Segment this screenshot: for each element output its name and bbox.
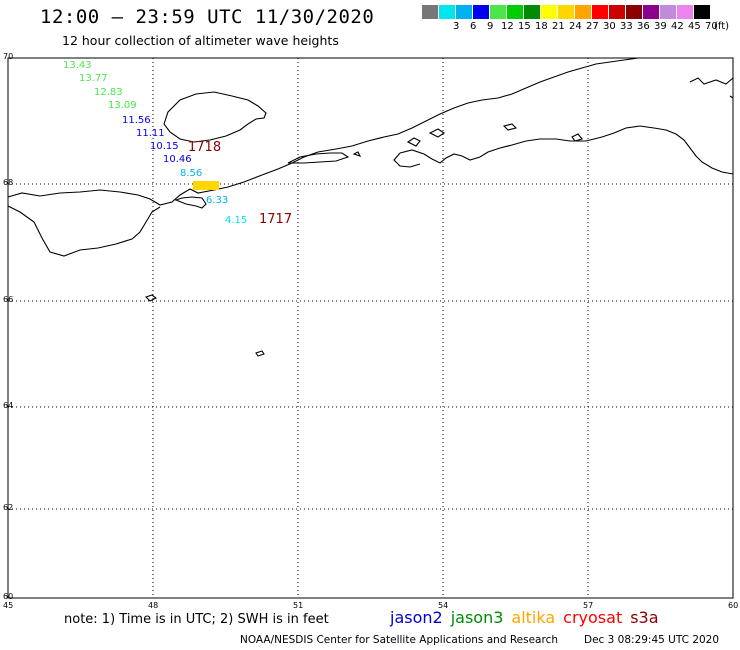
legend-swatch [473, 5, 490, 19]
satellite-name: altika [511, 608, 556, 627]
track-segment [193, 181, 219, 190]
map-frame [7, 57, 734, 599]
legend-label: 36 [637, 21, 650, 32]
legend-swatch [626, 5, 643, 19]
pass-time-label: 1717 [259, 212, 292, 227]
generation-timestamp: Dec 3 08:29:45 UTC 2020 [584, 634, 720, 646]
legend-label: 39 [654, 21, 667, 32]
legend-swatch [524, 5, 541, 19]
legend-label: 42 [671, 21, 684, 32]
legend-swatch [592, 5, 609, 19]
footer-note: note: 1) Time is in UTC; 2) SWH is in fe… [64, 612, 329, 627]
legend-label: 15 [518, 21, 531, 32]
wave-height-label: 13.77 [79, 73, 108, 84]
legend-swatch [456, 5, 473, 19]
legend-label: 45 [688, 21, 701, 32]
legend-swatch [677, 5, 694, 19]
latitude-tick-label: 62 [3, 503, 14, 512]
legend-swatch [422, 5, 439, 19]
legend-swatch [575, 5, 592, 19]
longitude-tick-label: 48 [148, 601, 159, 610]
legend-swatch [694, 5, 711, 19]
legend-swatch [507, 5, 524, 19]
legend-label: 70 [705, 21, 718, 32]
wave-height-label: 11.11 [136, 128, 165, 139]
wave-height-label: 10.15 [150, 141, 179, 152]
longitude-tick-label: 60 [728, 601, 739, 610]
lat-lon-grid [8, 58, 733, 598]
wave-height-label: 13.43 [63, 60, 92, 71]
color-scale-legend [422, 5, 711, 19]
credit-line: NOAA/NESDIS Center for Satellite Applica… [240, 634, 719, 646]
observation-labels: 13.43 13.77 12.83 13.09 11.56 11.11 10.15 10.46… [63, 60, 247, 226]
longitude-tick-label: 54 [438, 601, 449, 610]
wave-height-label: 6.33 [206, 195, 228, 206]
color-scale-labels: 3 6 9 12 15 18 21 24 27 30 33 36 39 42 45 70 (ft) [422, 21, 740, 33]
legend-swatch [439, 5, 456, 19]
map-subtitle: 12 hour collection of altimeter wave hei… [62, 33, 339, 48]
latitude-tick-label: 68 [3, 178, 14, 187]
pass-time-labels: 1718 1717 [188, 140, 292, 227]
legend-label: 6 [470, 21, 477, 32]
longitude-tick-label: 51 [293, 601, 304, 610]
longitude-tick-label: 45 [3, 601, 14, 610]
legend-label: 3 [453, 21, 460, 32]
legend-unit: (ft) [714, 21, 730, 32]
satellite-legend: jason2 jason3 altika cryosat s3a [390, 608, 667, 627]
satellite-name: s3a [630, 608, 659, 627]
legend-label: 30 [603, 21, 616, 32]
legend-swatch [541, 5, 558, 19]
legend-label: 27 [586, 21, 599, 32]
legend-swatch [643, 5, 660, 19]
legend-swatch [490, 5, 507, 19]
wave-height-label: 8.56 [180, 168, 202, 179]
pass-time-label: 1718 [188, 140, 221, 155]
longitude-tick-label: 57 [583, 601, 594, 610]
satellite-name: jason3 [450, 608, 504, 627]
satellite-name: cryosat [563, 608, 623, 627]
legend-label: 21 [552, 21, 565, 32]
wave-height-label: 13.09 [108, 100, 137, 111]
latitude-tick-label: 70 [3, 52, 14, 61]
satellite-name: jason2 [390, 608, 443, 627]
legend-label: 33 [620, 21, 633, 32]
latitude-tick-label: 60 [3, 592, 14, 601]
legend-label: 12 [501, 21, 514, 32]
wave-height-label: 10.46 [163, 154, 192, 165]
legend-label: 18 [535, 21, 548, 32]
latitude-tick-label: 66 [3, 295, 14, 304]
map-title: 12:00 – 23:59 UTC 11/30/2020 [40, 6, 375, 28]
legend-label: 9 [487, 21, 494, 32]
credit-text: NOAA/NESDIS Center for Satellite Applica… [240, 634, 558, 646]
latitude-tick-label: 64 [3, 401, 14, 410]
legend-label: 24 [569, 21, 582, 32]
wave-height-label: 11.56 [122, 115, 151, 126]
wave-height-label: 4.15 [225, 215, 247, 226]
coastline [7, 57, 734, 357]
legend-swatch [609, 5, 626, 19]
legend-swatch [558, 5, 575, 19]
wave-height-label: 12.83 [94, 87, 123, 98]
legend-swatch [660, 5, 677, 19]
